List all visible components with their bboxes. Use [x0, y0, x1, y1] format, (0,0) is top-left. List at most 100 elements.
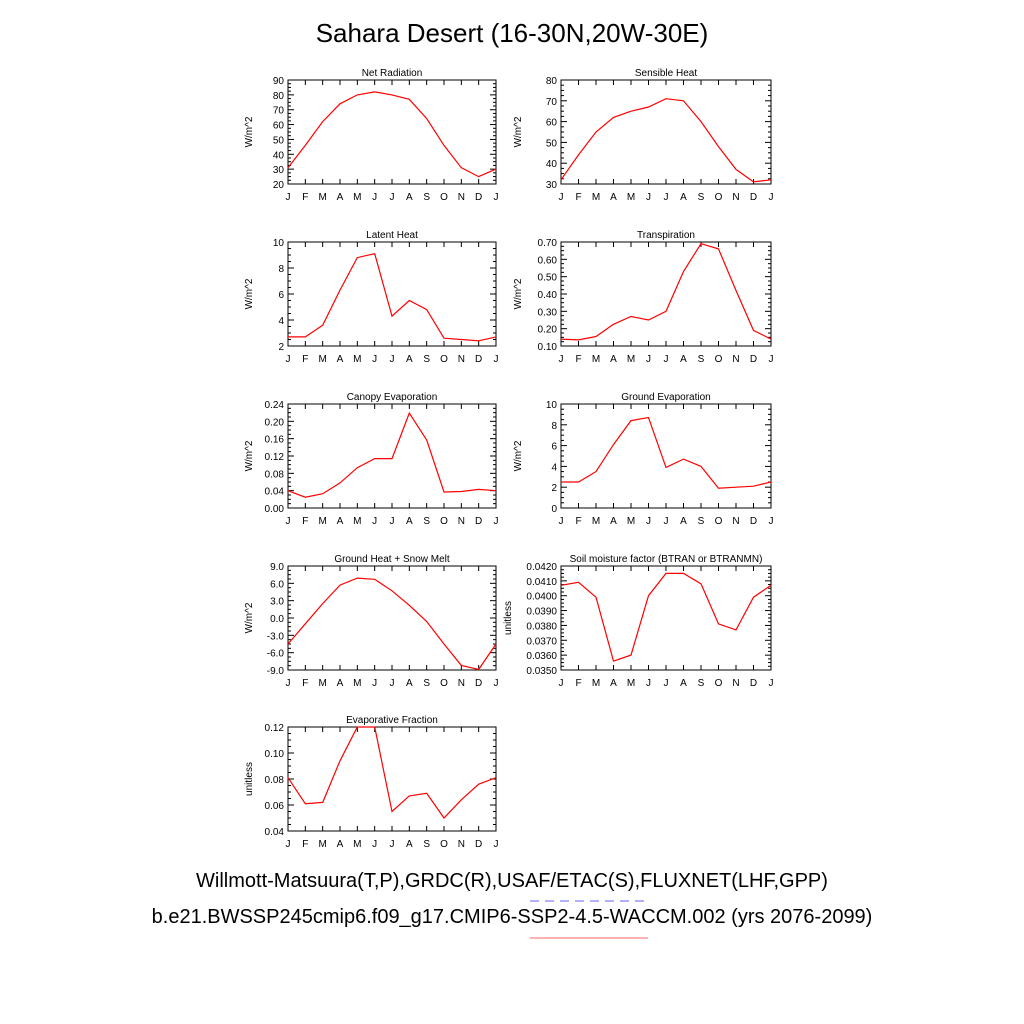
- x-tick-label: A: [337, 678, 344, 689]
- y-tick-label: 30: [546, 180, 558, 191]
- observations-legend-line: [530, 900, 648, 902]
- x-tick-label: F: [575, 678, 581, 689]
- y-tick-label: 0.06: [265, 801, 285, 812]
- x-tick-label: O: [440, 839, 448, 850]
- y-tick-label: 10: [273, 238, 285, 249]
- y-axis-label: W/m^2: [244, 440, 255, 471]
- x-tick-label: N: [458, 678, 465, 689]
- x-tick-label: J: [559, 678, 564, 689]
- y-tick-label: 4: [278, 316, 284, 327]
- x-tick-label: F: [575, 516, 581, 527]
- x-tick-label: O: [440, 354, 448, 365]
- y-tick-label: 60: [546, 118, 558, 129]
- y-tick-label: 0.0420: [526, 562, 557, 573]
- x-tick-label: F: [302, 678, 308, 689]
- panel-frame: [287, 565, 497, 671]
- y-tick-label: 0.10: [538, 342, 558, 353]
- y-tick-label: 10: [546, 400, 558, 411]
- y-tick-label: 90: [273, 76, 285, 87]
- y-axis-label: W/m^2: [513, 116, 524, 147]
- x-tick-label: J: [769, 516, 774, 527]
- x-tick-label: N: [732, 516, 739, 527]
- panel-frame: [287, 726, 497, 832]
- y-axis-label: W/m^2: [513, 440, 524, 471]
- x-tick-label: D: [750, 192, 757, 203]
- x-tick-label: S: [423, 516, 430, 527]
- x-tick-label: J: [286, 354, 291, 365]
- x-tick-label: J: [664, 192, 669, 203]
- x-tick-label: S: [423, 354, 430, 365]
- y-tick-label: -6.0: [267, 649, 285, 660]
- y-tick-label: 60: [273, 121, 285, 132]
- x-tick-label: J: [769, 192, 774, 203]
- x-tick-label: S: [698, 354, 705, 365]
- x-tick-label: F: [302, 354, 308, 365]
- panel-title: Sensible Heat: [635, 68, 697, 79]
- x-tick-label: J: [372, 678, 377, 689]
- x-tick-label: M: [353, 516, 361, 527]
- x-tick-label: M: [353, 354, 361, 365]
- x-tick-label: J: [559, 516, 564, 527]
- x-tick-label: F: [575, 192, 581, 203]
- x-tick-label: N: [458, 354, 465, 365]
- x-tick-label: A: [406, 839, 413, 850]
- y-tick-label: 50: [273, 135, 285, 146]
- y-tick-label: 0.0370: [526, 636, 557, 647]
- y-tick-label: 20: [273, 180, 285, 191]
- x-tick-label: A: [406, 678, 413, 689]
- panel-title: Ground Heat + Snow Melt: [334, 554, 450, 565]
- series-line: [288, 252, 497, 342]
- y-axis-label: W/m^2: [244, 116, 255, 147]
- y-tick-label: 0.0: [270, 614, 284, 625]
- x-tick-label: J: [664, 354, 669, 365]
- y-tick-label: 4: [551, 462, 557, 473]
- y-tick-label: 0.00: [265, 504, 285, 515]
- x-tick-label: O: [440, 192, 448, 203]
- y-tick-label: -3.0: [267, 631, 285, 642]
- series-line: [561, 416, 772, 489]
- x-tick-label: M: [627, 192, 635, 203]
- x-tick-label: J: [372, 839, 377, 850]
- x-tick-label: S: [423, 678, 430, 689]
- x-tick-label: S: [423, 839, 430, 850]
- x-tick-label: J: [769, 678, 774, 689]
- y-tick-label: 0: [551, 504, 557, 515]
- x-tick-label: A: [406, 192, 413, 203]
- y-axis-label: W/m^2: [513, 278, 524, 309]
- y-tick-label: 0.0360: [526, 651, 557, 662]
- panel-frame: [287, 403, 497, 509]
- y-tick-label: 0.24: [265, 400, 285, 411]
- y-tick-label: 0.10: [265, 749, 285, 760]
- series-line: [560, 572, 772, 662]
- x-tick-label: N: [458, 839, 465, 850]
- panel-title: Evaporative Fraction: [346, 715, 438, 726]
- x-tick-label: M: [592, 516, 600, 527]
- panel-frame: [287, 241, 497, 347]
- y-tick-label: -9.0: [267, 666, 285, 677]
- x-tick-label: J: [390, 678, 395, 689]
- y-tick-label: 0.60: [538, 255, 558, 266]
- x-tick-label: J: [390, 354, 395, 365]
- model-legend-line: [530, 937, 648, 939]
- panel-title: Net Radiation: [362, 68, 423, 79]
- figure-title: Sahara Desert (16-30N,20W-30E): [315, 18, 709, 48]
- y-tick-label: 40: [546, 159, 558, 170]
- x-tick-label: A: [337, 354, 344, 365]
- x-tick-label: M: [353, 678, 361, 689]
- y-tick-label: 0.08: [265, 775, 285, 786]
- panel-frame: [560, 241, 772, 347]
- x-tick-label: J: [286, 678, 291, 689]
- x-tick-label: O: [440, 678, 448, 689]
- y-tick-label: 0.04: [265, 827, 285, 838]
- series-line: [560, 242, 772, 341]
- y-tick-label: 0.30: [538, 307, 558, 318]
- y-axis-label: unitless: [244, 762, 255, 796]
- x-tick-label: M: [353, 192, 361, 203]
- x-tick-label: J: [286, 192, 291, 203]
- y-tick-label: 0.04: [265, 487, 285, 498]
- x-tick-label: M: [318, 192, 326, 203]
- series-line: [287, 577, 497, 671]
- y-tick-label: 40: [273, 150, 285, 161]
- y-tick-label: 0.20: [538, 325, 558, 336]
- x-tick-label: S: [423, 192, 430, 203]
